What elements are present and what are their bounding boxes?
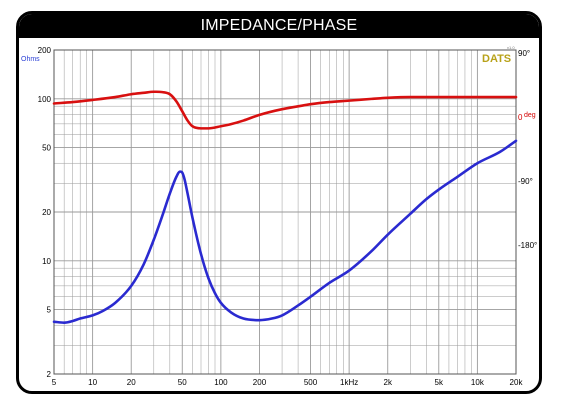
x-tick-label: 500 xyxy=(304,378,318,387)
y-left-tick-label: 100 xyxy=(38,95,52,104)
y-left-tick-label: 2 xyxy=(47,370,52,379)
y-left-tick-label: 10 xyxy=(42,257,51,266)
x-tick-label: 1kHz xyxy=(340,378,358,387)
x-tick-label: 20 xyxy=(127,378,136,387)
series-layer xyxy=(52,90,518,324)
y-left-tick-label: 200 xyxy=(38,46,52,55)
y-left-tick-label: 50 xyxy=(42,144,51,153)
x-tick-label: 200 xyxy=(253,378,267,387)
chart-frame: IMPEDANCE/PHASE xyxy=(16,11,542,394)
x-tick-label: 5k xyxy=(435,378,444,387)
brand-version: v1.0 xyxy=(507,45,515,50)
y-left-tick-label: 5 xyxy=(47,306,52,315)
y-right-tick-label: -90° xyxy=(518,177,533,186)
x-tick-label: 100 xyxy=(214,378,228,387)
left-unit-label: Ohms xyxy=(21,56,40,63)
plot-border xyxy=(53,49,517,375)
x-tick-label: 10 xyxy=(88,378,97,387)
x-tick-label: 50 xyxy=(178,378,187,387)
right-unit-label: deg xyxy=(524,112,536,119)
y-right-tick-label: 0 xyxy=(518,113,523,122)
impedance-curve xyxy=(52,139,518,324)
x-tick-label: 5 xyxy=(52,378,57,387)
grid xyxy=(53,49,517,375)
phase-curve xyxy=(52,90,518,130)
x-tick-label: 2k xyxy=(384,378,393,387)
y-right-tick-label: 90° xyxy=(518,49,530,58)
x-tick-label: 10k xyxy=(471,378,485,387)
y-right-tick-label: -180° xyxy=(518,241,537,250)
brand-logo: DATS xyxy=(482,53,511,65)
tick-labels: 5 10 20 50 100 200 500 1kHz 2k 5k 10k 20k2510205010… xyxy=(38,46,538,387)
x-tick-label: 20k xyxy=(510,378,524,387)
y-left-tick-label: 20 xyxy=(42,208,51,217)
chart-title: IMPEDANCE/PHASE xyxy=(19,14,539,38)
